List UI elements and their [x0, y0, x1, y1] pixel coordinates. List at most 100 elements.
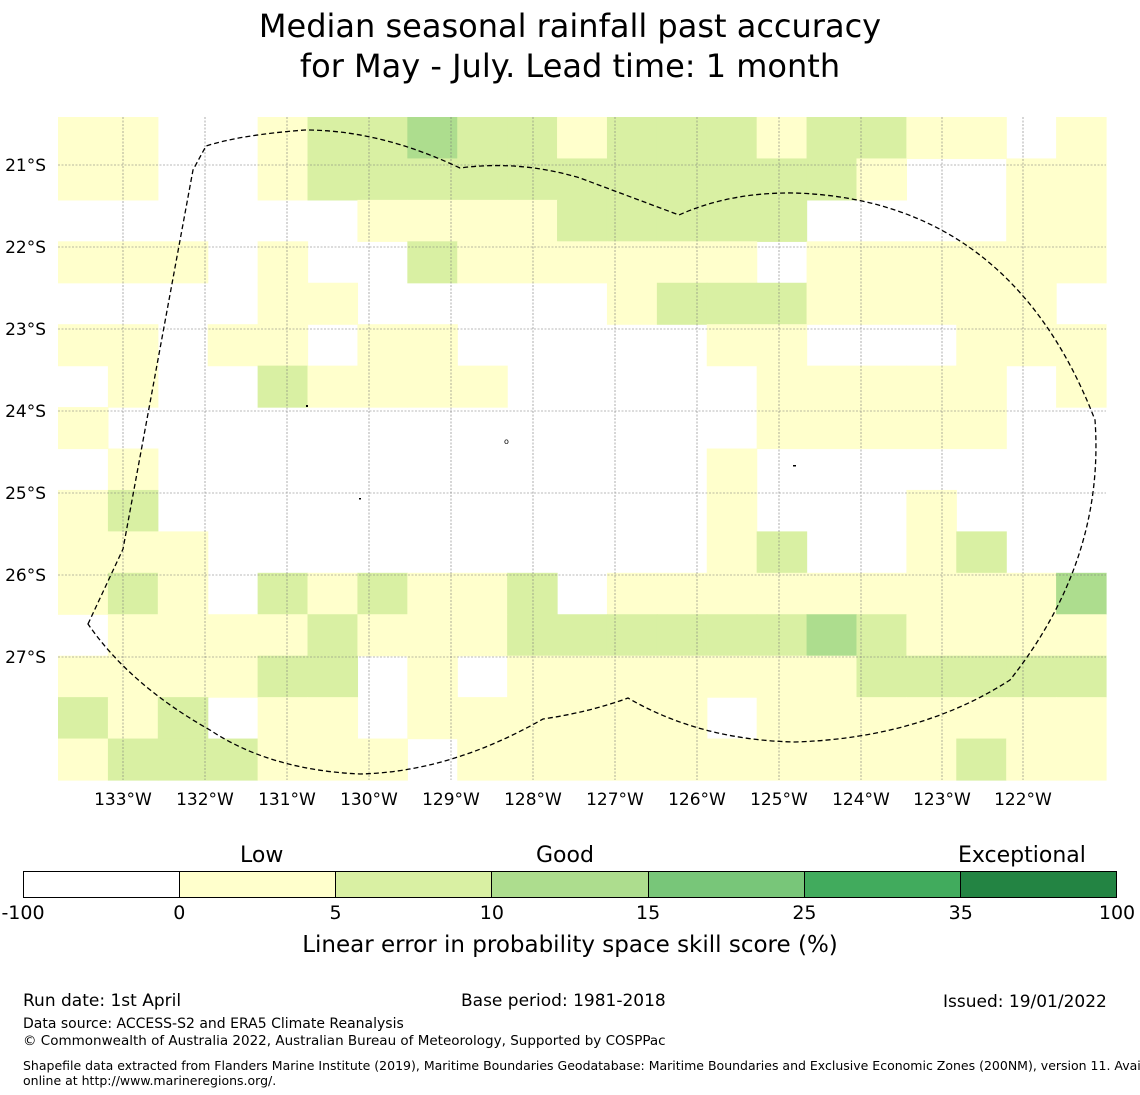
skill-cell [956, 531, 1007, 574]
skill-cell [606, 655, 658, 698]
skill-cell [856, 614, 907, 657]
skill-cell [357, 324, 408, 367]
skill-cell [407, 158, 458, 201]
skill-cell [58, 117, 109, 160]
island-mark: o [504, 437, 509, 446]
skill-cell [1056, 158, 1107, 201]
skill-cell [856, 241, 907, 284]
skill-cell [207, 614, 259, 657]
skill-cell [1056, 738, 1107, 781]
skill-cell [58, 489, 109, 532]
skill-cell [806, 572, 858, 615]
skill-cell [107, 531, 159, 574]
colorbar-segment [803, 872, 960, 897]
skill-cell [856, 655, 907, 698]
skill-cell [257, 365, 309, 408]
skill-cell [157, 697, 209, 740]
skill-cell [307, 117, 359, 160]
skill-cell [956, 241, 1007, 284]
skill-cell [157, 531, 209, 574]
skill-cell [357, 117, 408, 160]
skill-cell [157, 738, 209, 781]
skill-cell [806, 697, 858, 740]
skill-cell [107, 572, 159, 615]
skill-cell [507, 158, 558, 201]
base-period: Base period: 1981-2018 [461, 991, 666, 1011]
latitude-label: 21°S [5, 156, 46, 176]
latitude-label: 24°S [5, 402, 46, 422]
skill-cell [806, 158, 858, 201]
colorbar-segment [24, 872, 180, 897]
skill-cell [856, 738, 907, 781]
data-source: Data source: ACCESS-S2 and ERA5 Climate … [23, 1016, 404, 1032]
skill-cell [257, 697, 309, 740]
skill-cell [357, 199, 408, 242]
skill-cell [307, 614, 359, 657]
skill-cell [856, 365, 907, 408]
skill-cell [307, 738, 359, 781]
skill-cell [507, 199, 558, 242]
skill-cell [756, 365, 808, 408]
skill-cell [107, 158, 159, 201]
skill-cell [956, 738, 1007, 781]
colorbar-tick-label: -100 [1, 902, 45, 924]
colorbar-label-exceptional: Exceptional [958, 843, 1086, 868]
latitude-label: 26°S [5, 566, 46, 586]
skill-cell [1006, 324, 1057, 367]
skill-cell [307, 282, 359, 325]
skill-cell [706, 572, 758, 615]
longitude-label: 132°W [176, 790, 234, 810]
latitude-label: 23°S [5, 320, 46, 340]
skill-cell [656, 572, 708, 615]
longitude-labels: 133°W 132°W 131°W 130°W 129°W 128°W 127°W 126°W… [94, 790, 1052, 810]
skill-cell [906, 282, 957, 325]
skill-cell [107, 324, 159, 367]
skill-cell [457, 365, 508, 408]
skill-cell [1006, 282, 1057, 325]
skill-cell [606, 614, 658, 657]
skill-cell [656, 158, 708, 201]
skill-cell [407, 199, 458, 242]
skill-cell [257, 572, 309, 615]
skill-cell [307, 697, 359, 740]
skill-cell [906, 489, 957, 532]
longitude-label: 130°W [340, 790, 398, 810]
skill-cell [606, 158, 658, 201]
skill-cell [507, 572, 558, 615]
longitude-label: 126°W [668, 790, 726, 810]
skill-cell [806, 738, 858, 781]
skill-cell [107, 489, 159, 532]
skill-cell [906, 531, 957, 574]
skill-cell [1006, 199, 1057, 242]
skill-cell [906, 407, 957, 450]
skill-cell [706, 614, 758, 657]
skill-cell [107, 241, 159, 284]
longitude-label: 127°W [586, 790, 644, 810]
skill-cell [706, 531, 758, 574]
skill-cell [706, 158, 758, 201]
skill-cell [1056, 697, 1107, 740]
latitude-label: 25°S [5, 484, 46, 504]
skill-cell [956, 282, 1007, 325]
skill-cell [207, 655, 259, 698]
skill-cell [357, 365, 408, 408]
colorbar-tick-label: 100 [1098, 902, 1136, 924]
skill-cell [956, 655, 1007, 698]
skill-cell [856, 158, 907, 201]
skill-cell [307, 158, 359, 201]
skill-cell [856, 572, 907, 615]
skill-cell [906, 655, 957, 698]
skill-cell [407, 572, 458, 615]
skill-cell [606, 697, 658, 740]
skill-cell [257, 158, 309, 201]
skill-cell [756, 199, 808, 242]
skill-cell [407, 614, 458, 657]
skill-cell [706, 241, 758, 284]
eez-boundary [87, 129, 1097, 775]
skill-cell [1056, 199, 1107, 242]
skill-cell [107, 738, 159, 781]
skill-cell [606, 738, 658, 781]
skill-cell [756, 324, 808, 367]
skill-cell [107, 448, 159, 491]
skill-cell [457, 199, 508, 242]
